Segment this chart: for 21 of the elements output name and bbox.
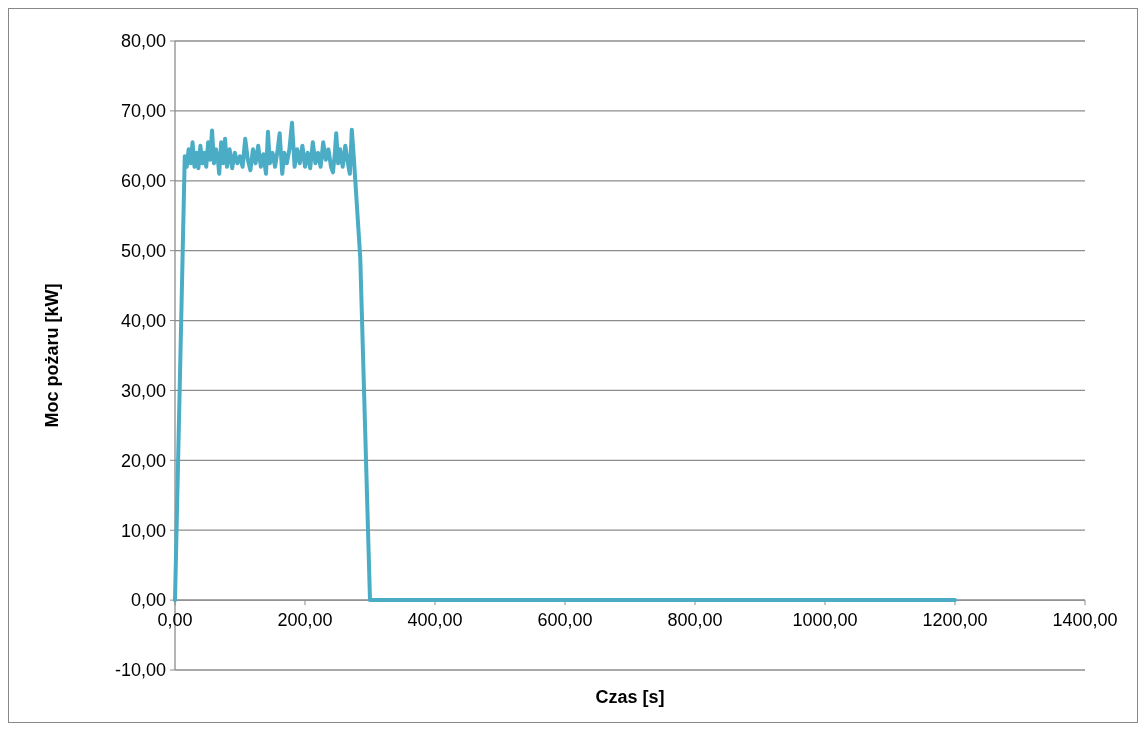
y-tick-label: 0,00 <box>130 590 166 611</box>
x-tick-label: 400,00 <box>407 610 463 631</box>
x-tick-label: 1400,00 <box>1052 610 1118 631</box>
x-tick-label: 600,00 <box>537 610 593 631</box>
y-tick-label: 70,00 <box>120 101 166 122</box>
x-axis-title: Czas [s] <box>595 687 665 707</box>
x-tick-label: 200,00 <box>277 610 333 631</box>
x-tick-label: 800,00 <box>667 610 723 631</box>
y-tick-label: 30,00 <box>120 380 166 401</box>
y-tick-label: -10,00 <box>114 660 166 681</box>
y-tick-label: 60,00 <box>120 171 166 192</box>
x-tick-label: 1200,00 <box>922 610 988 631</box>
y-tick-label: 80,00 <box>120 31 166 52</box>
y-tick-label: 50,00 <box>120 240 166 261</box>
x-tick-label: 0,00 <box>157 610 193 631</box>
x-tick-label: 1000,00 <box>792 610 858 631</box>
y-axis-title: Moc pożaru [kW] <box>42 283 62 428</box>
line-series <box>173 120 957 603</box>
y-tick-label: 20,00 <box>120 450 166 471</box>
y-tick-label: 40,00 <box>120 310 166 331</box>
y-tick-label: 10,00 <box>120 520 166 541</box>
